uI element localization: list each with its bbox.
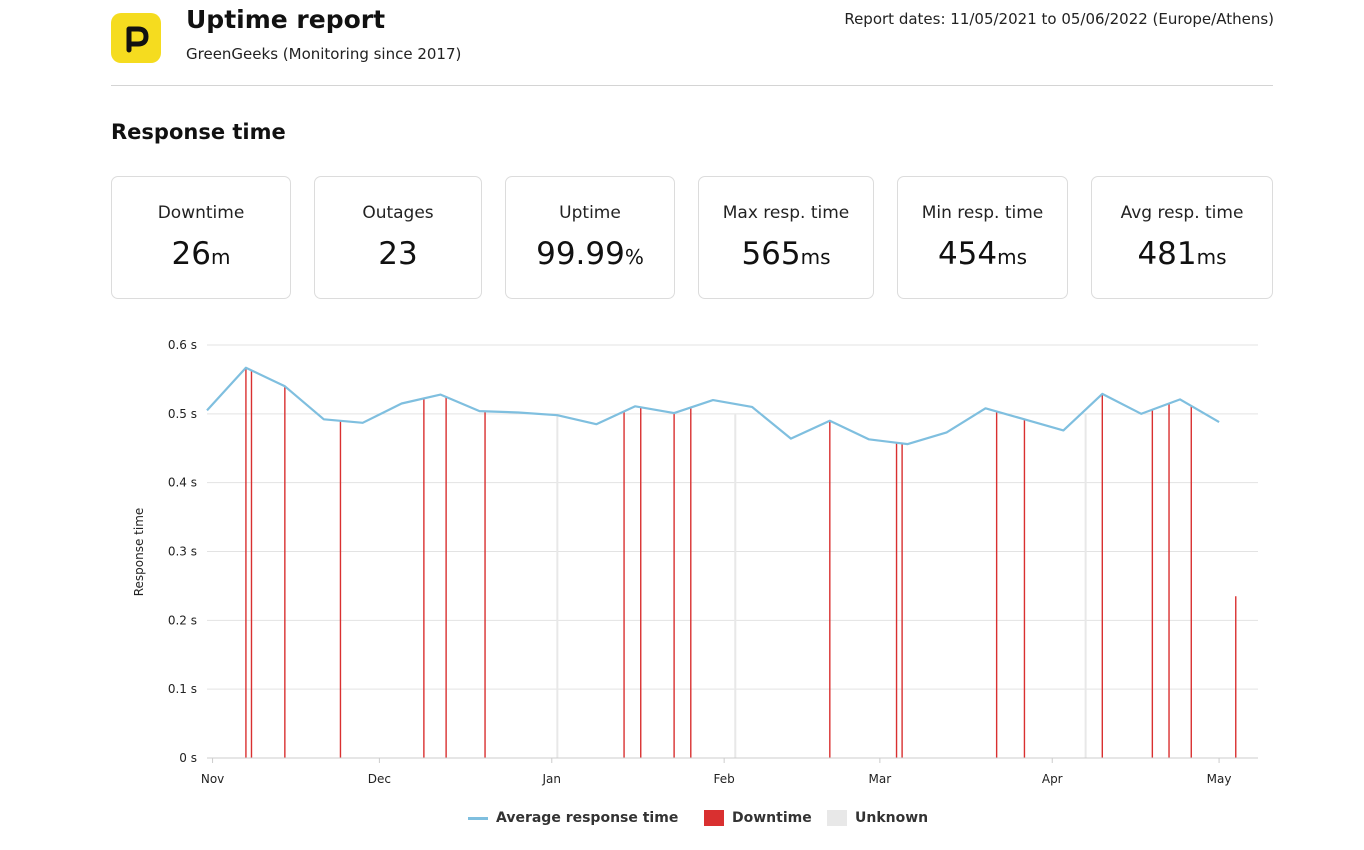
stat-value-wrap: 454ms bbox=[898, 236, 1067, 272]
legend-label: Average response time bbox=[496, 810, 679, 826]
stat-label: Min resp. time bbox=[921, 203, 1044, 223]
legend-line-swatch bbox=[468, 816, 488, 820]
stat-label: Downtime bbox=[157, 203, 245, 223]
app-logo bbox=[111, 13, 161, 63]
unknown-bar bbox=[1084, 413, 1087, 758]
p-letter-logo-icon bbox=[126, 26, 149, 53]
stat-value-wrap: 565ms bbox=[699, 236, 873, 272]
stat-card-downtime: Downtime 26m bbox=[111, 176, 291, 299]
downtime-bars bbox=[245, 367, 1237, 758]
stat-card-avg-resp: Avg resp. time 481ms bbox=[1091, 176, 1273, 299]
y-tick-label: 0.1 s bbox=[168, 682, 197, 696]
stat-value: 99.99 bbox=[536, 236, 625, 272]
legend-box-swatch bbox=[704, 810, 724, 826]
x-tick-label: Mar bbox=[869, 772, 892, 786]
stat-value: 26 bbox=[171, 236, 211, 272]
response-line bbox=[206, 366, 1220, 446]
stat-unit: ms bbox=[997, 245, 1028, 269]
y-tick-label: 0.2 s bbox=[168, 613, 197, 627]
stat-label: Max resp. time bbox=[722, 203, 850, 223]
legend-item-downtime[interactable]: Downtime bbox=[704, 810, 812, 826]
unknown-bar bbox=[734, 413, 737, 758]
stat-label: Avg resp. time bbox=[1120, 203, 1244, 223]
y-tick-label: 0.4 s bbox=[168, 476, 197, 490]
stat-card-min-resp: Min resp. time 454ms bbox=[897, 176, 1068, 299]
unknown-bar bbox=[556, 413, 559, 758]
stat-value: 565 bbox=[741, 236, 801, 272]
section-title: Response time bbox=[111, 120, 286, 144]
x-tick-label: Nov bbox=[201, 772, 224, 786]
stat-card-outages: Outages 23 bbox=[314, 176, 482, 299]
stat-label: Uptime bbox=[559, 203, 621, 223]
x-tick-label: May bbox=[1207, 772, 1232, 786]
legend-item-avg[interactable]: Average response time bbox=[468, 810, 678, 826]
report-subtitle: GreenGeeks (Monitoring since 2017) bbox=[186, 45, 462, 63]
stat-unit: m bbox=[210, 245, 231, 269]
stat-unit: % bbox=[624, 245, 644, 269]
legend-label: Unknown bbox=[855, 810, 929, 826]
legend-box-swatch bbox=[827, 810, 847, 826]
stat-value-wrap: 481ms bbox=[1092, 236, 1272, 272]
chart-grid bbox=[207, 344, 1258, 759]
header-divider bbox=[111, 85, 1273, 86]
legend-label: Downtime bbox=[732, 810, 812, 826]
stat-card-max-resp: Max resp. time 565ms bbox=[698, 176, 874, 299]
avg-response-line bbox=[206, 366, 1220, 446]
report-dates: Report dates: 11/05/2021 to 05/06/2022 (… bbox=[844, 10, 1274, 28]
x-tick-label: Jan bbox=[542, 772, 562, 786]
stat-value-wrap: 26m bbox=[112, 236, 290, 272]
y-tick-label: 0.3 s bbox=[168, 545, 197, 559]
y-axis-title: Response time bbox=[132, 508, 146, 597]
y-tick-label: 0.5 s bbox=[168, 407, 197, 421]
stat-value: 481 bbox=[1137, 236, 1197, 272]
chart-axes: 0 s 0.1 s 0.2 s 0.3 s 0.4 s 0.5 s 0.6 s Nov Dec J… bbox=[168, 338, 1258, 786]
stat-label: Outages bbox=[362, 203, 434, 223]
stat-value-wrap: 99.99% bbox=[506, 236, 674, 272]
x-tick-label: Apr bbox=[1042, 772, 1063, 786]
stat-value-wrap: 23 bbox=[315, 236, 481, 272]
stat-unit: ms bbox=[800, 245, 831, 269]
stat-card-uptime: Uptime 99.99% bbox=[505, 176, 675, 299]
chart-legend: Average response time Downtime Unknown bbox=[0, 810, 1364, 834]
response-time-chart: 0 s 0.1 s 0.2 s 0.3 s 0.4 s 0.5 s 0.6 s Nov Dec J… bbox=[132, 338, 1258, 786]
stat-value: 23 bbox=[378, 236, 418, 272]
x-tick-label: Dec bbox=[368, 772, 391, 786]
y-tick-label: 0.6 s bbox=[168, 338, 197, 352]
unknown-bars bbox=[556, 413, 1087, 758]
stat-unit: ms bbox=[1196, 245, 1227, 269]
legend-item-unknown[interactable]: Unknown bbox=[827, 810, 928, 826]
x-tick-label: Feb bbox=[714, 772, 735, 786]
report-title: Uptime report bbox=[186, 5, 386, 34]
stat-value: 454 bbox=[937, 236, 998, 272]
y-tick-label: 0 s bbox=[179, 751, 197, 765]
